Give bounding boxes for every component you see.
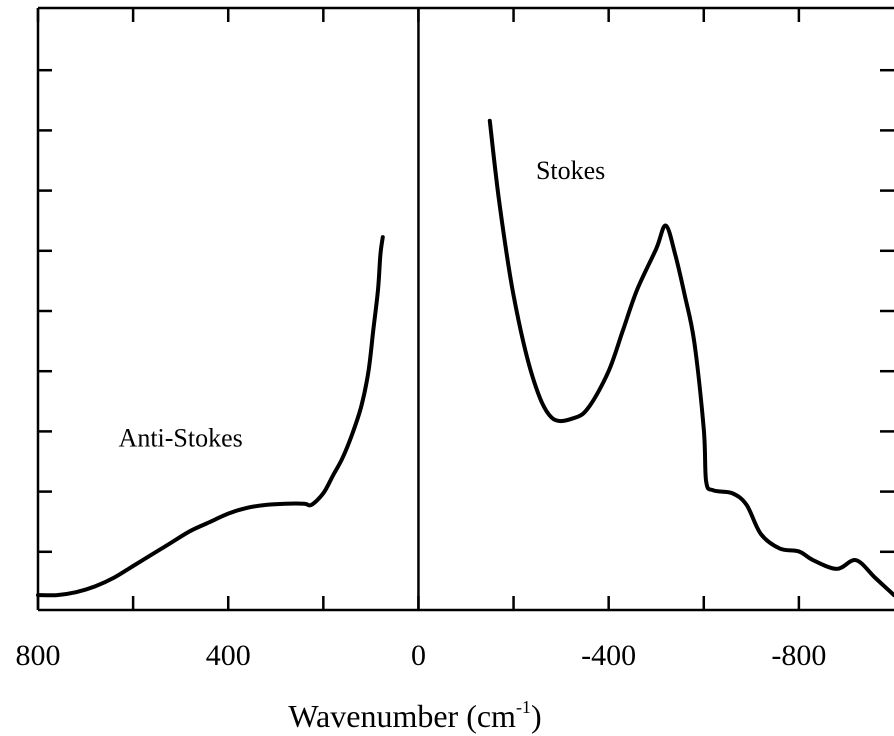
plot-frame xyxy=(36,6,894,612)
tick-group: 800 400 0 -400 -800 xyxy=(16,8,894,672)
annotation-label: Anti-Stokes xyxy=(119,424,243,453)
x-tick-label: -400 xyxy=(581,639,636,672)
x-tick-label: 0 xyxy=(411,639,426,672)
x-tick-label: 400 xyxy=(206,639,251,672)
annotation-group: Anti-Stokes Stokes xyxy=(119,156,606,453)
x-tick-label: -800 xyxy=(771,639,826,672)
series-group xyxy=(36,118,894,598)
x-tick-label: 800 xyxy=(16,639,61,672)
anti-stokes-line xyxy=(36,235,385,598)
stokes-line xyxy=(487,118,894,598)
x-axis-title: Wavenumber (cm-1) xyxy=(288,697,541,734)
annotation-label: Stokes xyxy=(536,156,605,185)
